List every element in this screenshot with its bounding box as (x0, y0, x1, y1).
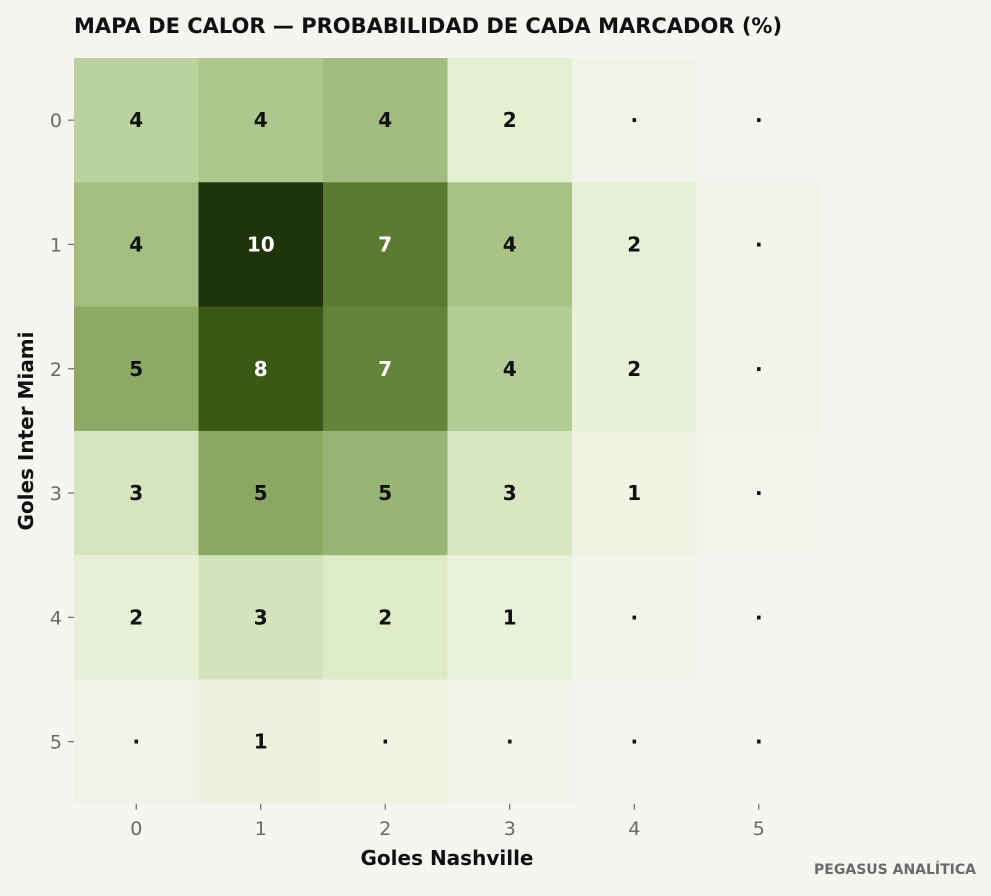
y-tick-label-5: 5 (50, 732, 62, 754)
x-tick-label-2: 2 (379, 818, 391, 840)
heatmap-cell-r2-c3 (447, 306, 573, 432)
cell-value-label-r0-c4: · (630, 108, 638, 132)
heatmap-cell-r2-c5 (696, 306, 822, 432)
heatmap-cell-r1-c5 (696, 182, 822, 308)
heatmap-cell-r1-c1 (198, 182, 324, 308)
heatmap-cell-r5-c2 (323, 679, 449, 805)
cell-value-label-r4-c4: · (630, 605, 638, 629)
cell-value-label-r0-c5: · (755, 108, 763, 132)
y-tick-label-0: 0 (50, 110, 62, 132)
cell-value-label-r4-c2: 2 (378, 605, 392, 629)
heatmap-cell-r2-c4 (572, 306, 698, 432)
heatmap-cell-r1-c4 (572, 182, 698, 308)
chart-title: MAPA DE CALOR — PROBABILIDAD DE CADA MAR… (74, 14, 782, 38)
heatmap-cell-r3-c2 (323, 430, 449, 556)
heatmap-cell-r0-c3 (447, 58, 573, 183)
x-axis-label: Goles Nashville (361, 846, 534, 870)
heatmap-cell-r4-c0 (74, 555, 200, 681)
cell-value-label-r5-c3: · (506, 730, 514, 754)
heatmap-cell-r5-c4 (572, 679, 698, 805)
cell-value-label-r2-c4: 2 (627, 357, 641, 381)
heatmap-cell-r1-c2 (323, 182, 449, 308)
heatmap-cell-r0-c5 (696, 58, 822, 183)
heatmap-cell-r5-c0 (74, 679, 200, 805)
heatmap-cell-r4-c3 (447, 555, 573, 681)
cell-value-label-r4-c1: 3 (254, 605, 268, 629)
cell-value-label-r3-c1: 5 (254, 481, 268, 505)
cell-value-label-r5-c0: · (132, 730, 140, 754)
heatmap-cell-r0-c0 (74, 58, 200, 183)
heatmap-cell-r1-c3 (447, 182, 573, 308)
heatmap-cell-labels: 4 4 4 2 · · 4 10 7 4 2 · 5 8 7 4 2 · 3 5 5 3 1 · 2 3 2 1 · · · 1 · · · · (129, 108, 762, 754)
cell-value-label-r2-c3: 4 (503, 357, 517, 381)
heatmap-cell-r3-c3 (447, 430, 573, 556)
x-tick-label-1: 1 (255, 818, 267, 840)
x-tick-label-3: 3 (504, 818, 516, 840)
cell-value-label-r3-c5: · (755, 481, 763, 505)
heatmap-cell-r4-c4 (572, 555, 698, 681)
cell-value-label-r1-c3: 4 (503, 232, 517, 256)
heatmap-cell-r4-c1 (198, 555, 324, 681)
cell-value-label-r1-c4: 2 (627, 232, 641, 256)
cell-value-label-r5-c5: · (755, 730, 763, 754)
cell-value-label-r4-c3: 1 (503, 605, 517, 629)
heatmap-cell-r4-c5 (696, 555, 822, 681)
heatmap-cell-r1-c0 (74, 182, 200, 308)
y-tick-label-3: 3 (50, 483, 62, 505)
cell-value-label-r2-c5: · (755, 357, 763, 381)
cell-value-label-r1-c0: 4 (129, 232, 143, 256)
heatmap-cell-r3-c1 (198, 430, 324, 556)
heatmap-cell-r0-c2 (323, 58, 449, 183)
x-tick-label-4: 4 (628, 818, 640, 840)
x-axis-ticks: 0 1 2 3 4 5 (130, 803, 765, 840)
cell-value-label-r1-c5: · (755, 232, 763, 256)
heatmap-cell-r2-c0 (74, 306, 200, 432)
heatmap-cell-r2-c1 (198, 306, 324, 432)
x-tick-label-5: 5 (753, 818, 765, 840)
cell-value-label-r3-c0: 3 (129, 481, 143, 505)
cell-value-label-r2-c2: 7 (378, 357, 392, 381)
cell-value-label-r1-c2: 7 (378, 232, 392, 256)
heatmap-cell-r5-c1 (198, 679, 324, 805)
y-tick-label-4: 4 (50, 607, 62, 629)
heatmap-cell-r5-c5 (696, 679, 822, 805)
heatmap-cell-r3-c0 (74, 430, 200, 556)
cell-value-label-r3-c3: 3 (503, 481, 517, 505)
cell-value-label-r4-c5: · (755, 605, 763, 629)
cell-value-label-r5-c1: 1 (254, 730, 268, 754)
x-tick-label-0: 0 (130, 818, 142, 840)
y-tick-label-1: 1 (50, 234, 62, 256)
cell-value-label-r5-c4: · (630, 730, 638, 754)
heatmap-cells (74, 58, 822, 805)
cell-value-label-r3-c2: 5 (378, 481, 392, 505)
cell-value-label-r5-c2: · (381, 730, 389, 754)
cell-value-label-r3-c4: 1 (627, 481, 641, 505)
heatmap-cell-r3-c4 (572, 430, 698, 556)
cell-value-label-r0-c1: 4 (254, 108, 268, 132)
y-tick-label-2: 2 (50, 359, 62, 381)
heatmap-cell-r4-c2 (323, 555, 449, 681)
cell-value-label-r0-c0: 4 (129, 108, 143, 132)
y-axis-label: Goles Inter Miami (14, 331, 38, 530)
cell-value-label-r4-c0: 2 (129, 605, 143, 629)
heatmap-cell-r5-c3 (447, 679, 573, 805)
heatmap-cell-r0-c1 (198, 58, 324, 183)
cell-value-label-r1-c1: 10 (247, 232, 275, 256)
y-axis-ticks: 0 1 2 3 4 5 (50, 110, 74, 754)
cell-value-label-r2-c1: 8 (254, 357, 268, 381)
cell-value-label-r0-c3: 2 (503, 108, 517, 132)
heatmap-cell-r0-c4 (572, 58, 698, 183)
heatmap-cell-r2-c2 (323, 306, 449, 432)
cell-value-label-r0-c2: 4 (378, 108, 392, 132)
credit-label: PEGASUS ANALÍTICA (814, 861, 976, 878)
cell-value-label-r2-c0: 5 (129, 357, 143, 381)
heatmap-cell-r3-c5 (696, 430, 822, 556)
